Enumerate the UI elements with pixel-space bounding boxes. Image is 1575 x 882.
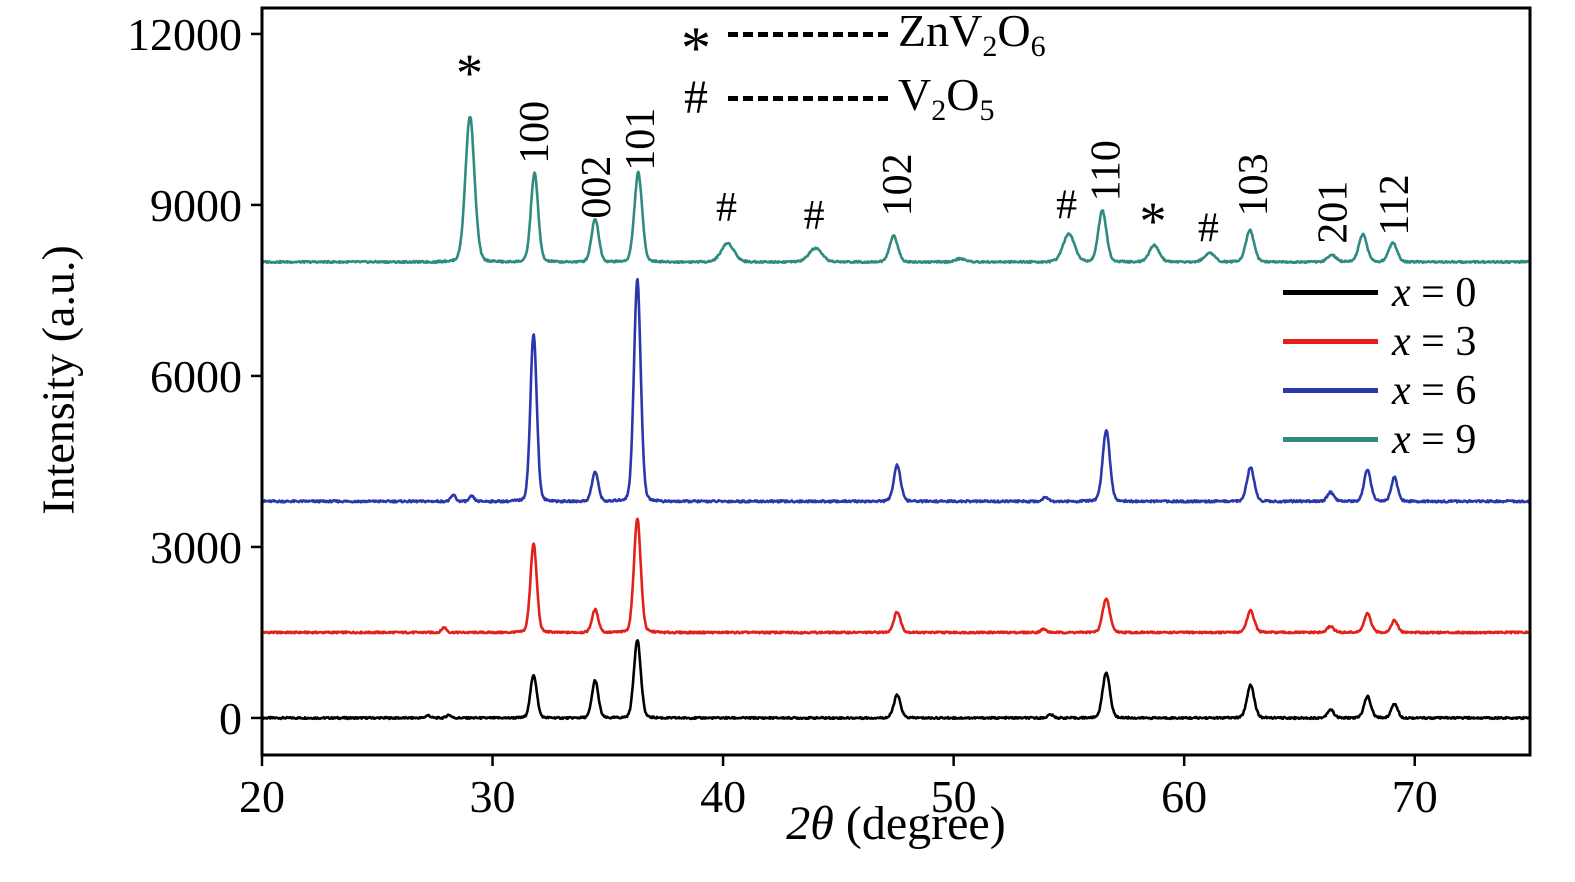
xrd-curve-x9 xyxy=(261,115,1531,265)
xrd-curve-x3 xyxy=(260,517,1531,635)
y-tick-label: 9000 xyxy=(150,180,242,231)
series-legend-row: x = 6 xyxy=(1283,366,1476,415)
y-axis-title: Intensity (a.u.) xyxy=(32,245,84,515)
x-axis-title: 2θ (degree) xyxy=(262,796,1530,851)
peak-annotation-101-3: 101 xyxy=(618,108,664,171)
xrd-curve-x6 xyxy=(261,277,1531,504)
series-color-swatch xyxy=(1283,290,1378,295)
peak-annotation-hash-5: # xyxy=(804,193,825,239)
x-axis-title-rest: (degree) xyxy=(833,797,1006,850)
x-tick-label: 40 xyxy=(700,771,746,822)
peak-annotation-102-6: 102 xyxy=(875,153,921,216)
peak-annotation-star-0: * xyxy=(456,43,483,103)
peak-annotation-hash-10: # xyxy=(1198,205,1219,251)
series-label: x = 6 xyxy=(1392,367,1477,414)
x-tick-label: 50 xyxy=(931,771,977,822)
dashed-leader-line xyxy=(728,95,888,101)
x-tick-label: 20 xyxy=(239,771,285,822)
y-tick-label: 0 xyxy=(219,693,242,744)
x-tick-label: 30 xyxy=(470,771,516,822)
series-color-swatch xyxy=(1283,339,1378,344)
series-label: x = 0 xyxy=(1392,269,1477,316)
phase-formula: V2O5 xyxy=(898,68,995,128)
y-tick-label: 3000 xyxy=(150,522,242,573)
peak-annotation-201-12: 201 xyxy=(1311,181,1357,244)
peak-annotation-100-1: 100 xyxy=(512,101,558,164)
series-color-swatch xyxy=(1283,388,1378,393)
peak-annotation-112-13: 112 xyxy=(1372,174,1418,235)
series-legend-row: x = 0 xyxy=(1283,268,1476,317)
peak-annotation-hash-7: # xyxy=(1056,183,1077,229)
phase-legend-row: # V2O5 xyxy=(674,66,1046,130)
x-tick-label: 60 xyxy=(1161,771,1207,822)
hash-marker-symbol: # xyxy=(684,71,708,124)
peak-annotation-star-9: * xyxy=(1140,191,1167,251)
phase-formula: ZnV2O6 xyxy=(898,4,1046,64)
x-axis-title-math: 2θ xyxy=(786,797,834,850)
series-label: x = 3 xyxy=(1392,318,1477,365)
y-tick-label: 12000 xyxy=(127,9,242,60)
star-marker-symbol: * xyxy=(681,15,711,81)
series-legend-row: x = 9 xyxy=(1283,415,1476,464)
peak-annotation-002-2: 002 xyxy=(574,156,620,219)
dashed-leader-line xyxy=(728,31,888,37)
phase-legend-row: * ZnV2O6 xyxy=(674,2,1046,78)
y-tick-label: 6000 xyxy=(150,351,242,402)
phase-marker-legend: * ZnV2O6 # V2O5 xyxy=(674,2,1046,130)
peak-annotation-103-11: 103 xyxy=(1231,153,1277,216)
peak-annotation-hash-4: # xyxy=(716,185,737,231)
series-color-swatch xyxy=(1283,437,1378,442)
series-label: x = 9 xyxy=(1392,416,1477,463)
xrd-curve-x0 xyxy=(260,639,1531,721)
peak-annotation-110-8: 110 xyxy=(1084,140,1130,201)
plot-frame xyxy=(260,6,1532,757)
x-tick-label: 70 xyxy=(1392,771,1438,822)
series-legend-row: x = 3 xyxy=(1283,317,1476,366)
